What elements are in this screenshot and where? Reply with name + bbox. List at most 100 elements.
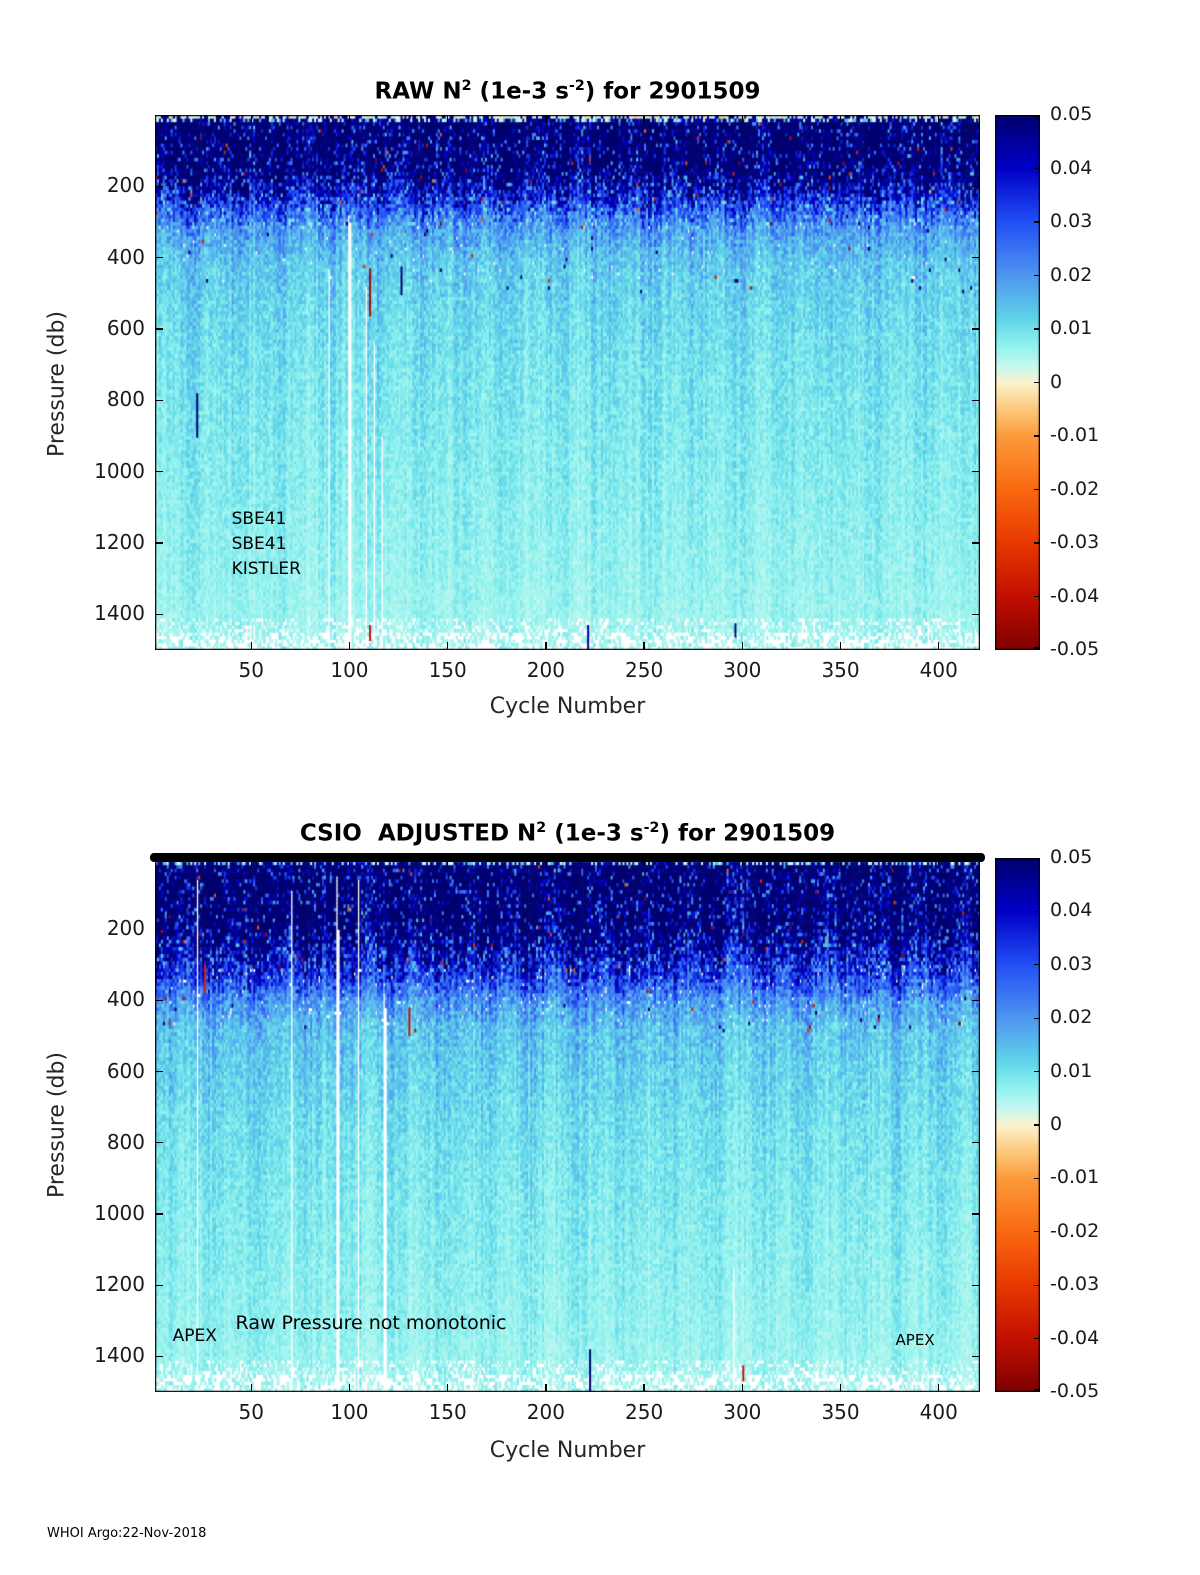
- x-tick-label: 200: [526, 1400, 565, 1424]
- y-tick-mark: [972, 1284, 979, 1286]
- x-tick-mark: [839, 1384, 842, 1391]
- plot2-title-text3: ) for 2901509: [659, 820, 836, 847]
- x-tick-mark: [741, 116, 743, 123]
- x-tick-label: 400: [919, 658, 958, 682]
- x-tick-mark: [741, 859, 743, 866]
- x-tick-mark: [545, 642, 547, 649]
- x-tick-mark: [741, 642, 743, 649]
- y-tick-label: 1000: [94, 458, 145, 483]
- x-tick-mark: [446, 1384, 449, 1391]
- colorbar-tick-mark: [1034, 167, 1039, 170]
- colorbar-tick-label: 0.05: [1050, 103, 1093, 125]
- colorbar-tick-label: 0.05: [1050, 846, 1093, 868]
- colorbar-tick-label: -0.05: [1050, 638, 1100, 660]
- plot2-title-sup1: 2: [536, 820, 547, 836]
- y-tick-mark: [156, 1355, 163, 1358]
- y-tick-mark: [156, 1142, 163, 1144]
- y-tick-mark: [972, 613, 979, 616]
- y-tick-mark: [156, 185, 163, 188]
- y-tick-label: 400: [106, 244, 145, 269]
- y-tick-mark: [156, 1213, 163, 1215]
- colorbar-tick-label: -0.01: [1050, 1166, 1100, 1189]
- plot1-title-sup1: 2: [461, 78, 472, 94]
- colorbar-tick-label: -0.04: [1050, 1326, 1100, 1349]
- y-tick-mark: [156, 328, 163, 330]
- x-tick-mark: [250, 1384, 252, 1391]
- y-tick-label: 1400: [94, 1343, 145, 1368]
- colorbar-tick-mark: [1034, 595, 1039, 598]
- x-tick-mark: [446, 642, 449, 649]
- colorbar-tick-label: -0.03: [1050, 1273, 1100, 1296]
- x-tick-mark: [545, 116, 547, 123]
- colorbar-tick-mark: [1034, 1124, 1039, 1126]
- y-tick-mark: [972, 1213, 979, 1215]
- plot1-heatmap-canvas: [155, 115, 980, 650]
- plot-annotation: SBE41: [231, 508, 287, 529]
- x-tick-label: 350: [821, 1400, 860, 1424]
- y-tick-label: 1400: [94, 601, 145, 626]
- x-tick-mark: [839, 859, 842, 866]
- y-tick-mark: [972, 185, 979, 188]
- y-tick-label: 600: [106, 1058, 145, 1083]
- x-tick-mark: [348, 1384, 351, 1391]
- colorbar-tick-mark: [1034, 1071, 1039, 1073]
- x-tick-mark: [446, 859, 449, 866]
- y-tick-mark: [156, 613, 163, 616]
- y-tick-mark: [156, 999, 163, 1002]
- colorbar-tick-label: 0.03: [1050, 952, 1093, 975]
- colorbar-tick-label: -0.01: [1050, 424, 1100, 446]
- y-tick-mark: [156, 542, 163, 544]
- colorbar-tick-label: -0.03: [1050, 531, 1100, 553]
- y-tick-label: 200: [106, 916, 145, 941]
- x-tick-mark: [643, 1384, 645, 1391]
- colorbar-tick-label: -0.02: [1050, 1219, 1100, 1242]
- colorbar-tick-mark: [1034, 964, 1039, 966]
- plot2-top-bar: [150, 853, 985, 862]
- y-tick-mark: [972, 470, 979, 473]
- y-tick-mark: [156, 1070, 163, 1073]
- colorbar-tick-label: 0.04: [1050, 156, 1093, 179]
- plot1-title-sup2: -2: [568, 78, 585, 94]
- plot2-x-axis-label: Cycle Number: [489, 1438, 646, 1463]
- x-tick-mark: [446, 116, 449, 123]
- x-tick-mark: [839, 116, 842, 123]
- colorbar-tick-mark: [1034, 1231, 1039, 1233]
- y-tick-mark: [972, 328, 979, 330]
- colorbar-tick-mark: [1034, 381, 1039, 384]
- colorbar-tick-mark: [1034, 1284, 1039, 1286]
- x-tick-mark: [938, 642, 940, 649]
- x-tick-label: 100: [330, 658, 369, 682]
- y-tick-mark: [972, 256, 979, 259]
- x-tick-mark: [348, 859, 351, 866]
- colorbar-tick-label: 0: [1050, 370, 1063, 393]
- colorbar-tick-label: 0.02: [1050, 1006, 1093, 1029]
- x-tick-label: 250: [625, 658, 664, 682]
- x-tick-mark: [741, 1384, 743, 1391]
- x-tick-mark: [348, 116, 351, 123]
- y-tick-mark: [972, 1070, 979, 1073]
- y-tick-label: 1200: [94, 530, 145, 554]
- plot2-title: CSIO ADJUSTED N2 (1e-3 s-2) for 2901509: [155, 820, 980, 847]
- plot-annotation: APEX: [172, 1326, 217, 1347]
- y-tick-mark: [156, 256, 163, 259]
- plot2-title-text: CSIO ADJUSTED N: [299, 820, 537, 847]
- plot-annotation: APEX: [895, 1331, 935, 1350]
- y-tick-label: 800: [106, 387, 145, 412]
- colorbar-tick-mark: [1034, 647, 1039, 649]
- x-tick-mark: [250, 859, 252, 866]
- colorbar-tick-mark: [1034, 274, 1039, 277]
- y-tick-mark: [972, 1142, 979, 1144]
- y-tick-label: 400: [106, 987, 145, 1012]
- colorbar-tick-mark: [1034, 1338, 1039, 1340]
- x-tick-label: 300: [723, 1400, 762, 1424]
- colorbar-tick-label: 0: [1050, 1113, 1063, 1135]
- colorbar-tick-label: -0.04: [1050, 584, 1100, 607]
- colorbar-tick-mark: [1034, 1017, 1039, 1019]
- colorbar-tick-label: 0.01: [1050, 317, 1093, 339]
- footer-note: WHOI Argo:22-Nov-2018: [47, 1526, 207, 1541]
- y-tick-mark: [972, 999, 979, 1002]
- plot1-y-axis-label: Pressure (db): [44, 310, 70, 458]
- plot2-title-text2: (1e-3 s: [546, 820, 644, 847]
- plot2-colorbar: [995, 858, 1040, 1392]
